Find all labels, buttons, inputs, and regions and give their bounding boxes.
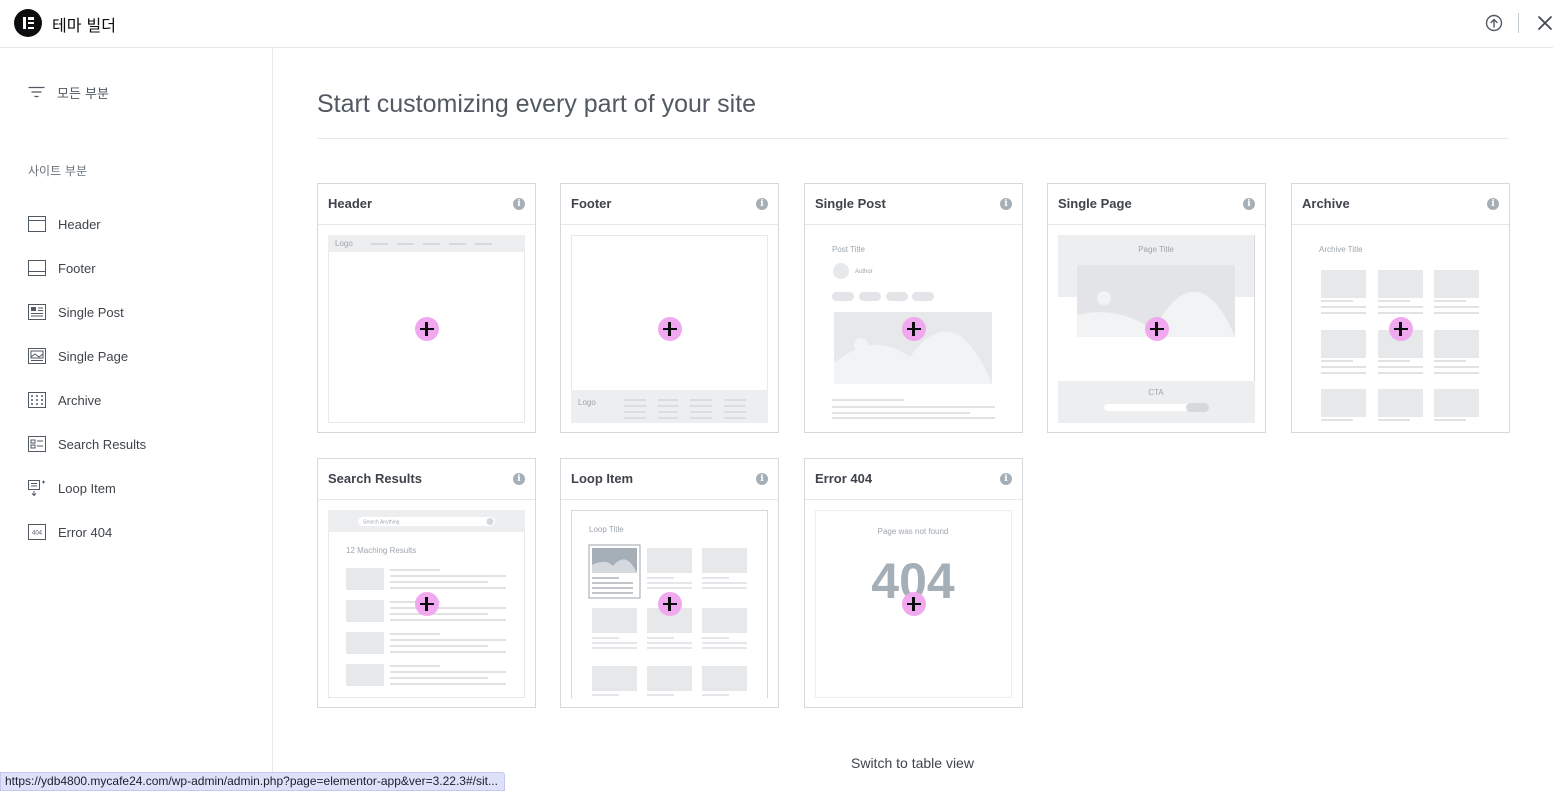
info-icon[interactable]: i (1243, 198, 1255, 210)
search-results-icon (28, 436, 46, 452)
divider (1518, 13, 1519, 33)
thumb-title-text: Archive Title (1319, 245, 1363, 254)
info-icon[interactable]: i (513, 473, 525, 485)
status-bar-url: https://ydb4800.mycafe24.com/wp-admin/ad… (0, 772, 505, 791)
svg-text:404: 404 (32, 531, 43, 537)
card-title: Footer (571, 196, 612, 211)
sidebar-item-label: Single Post (58, 304, 124, 320)
add-template-icon[interactable] (414, 592, 439, 616)
card-error-404[interactable]: Error 404 i Page was not found 404 (804, 458, 1023, 708)
card-single-page[interactable]: Single Page i Page Title CTA (1047, 183, 1266, 433)
sidebar-item-single-post[interactable]: Single Post (28, 302, 124, 322)
card-title: Header (328, 196, 373, 211)
add-template-icon[interactable] (1388, 317, 1413, 341)
add-template-icon[interactable] (901, 317, 926, 341)
sidebar-item-archive[interactable]: Archive (28, 390, 101, 410)
search-results-preview: Search Anything 12 Maching Results (328, 510, 525, 698)
thumb-search-text: Search Anything (363, 520, 400, 526)
thumb-author-text: Author (855, 269, 873, 275)
card-archive[interactable]: Archive i Archive Title (1291, 183, 1510, 433)
all-parts-filter[interactable]: 모든 부분 (28, 82, 109, 102)
thumb-title-text: Loop Title (589, 525, 624, 534)
page-title: Start customizing every part of your sit… (317, 90, 757, 118)
info-icon[interactable]: i (756, 198, 768, 210)
sidebar-item-loop-item[interactable]: Loop Item (28, 478, 116, 498)
all-parts-label: 모든 부분 (57, 86, 109, 102)
thumb-logo-text: Logo (578, 398, 596, 407)
single-page-icon (28, 348, 46, 364)
thumb-title-text: Post Title (832, 245, 865, 254)
card-title: Search Results (328, 471, 422, 486)
footer-icon (28, 260, 46, 276)
card-footer[interactable]: Footer i Logo (560, 183, 779, 433)
switch-to-table-view-link[interactable]: Switch to table view (851, 755, 974, 771)
sidebar-item-label: Footer (58, 260, 96, 276)
single-post-icon (28, 304, 46, 320)
sidebar-item-header[interactable]: Header (28, 214, 101, 234)
sidebar-item-label: Archive (58, 392, 102, 408)
site-parts-heading: 사이트 부분 (28, 164, 88, 178)
sidebar-item-label: Search Results (58, 436, 147, 452)
add-template-icon[interactable] (901, 592, 926, 616)
card-search-results[interactable]: Search Results i Search Anything 12 Mach… (317, 458, 536, 708)
info-icon[interactable]: i (513, 198, 525, 210)
app-title: 테마 빌더 (52, 16, 116, 35)
sidebar-item-search-results[interactable]: Search Results (28, 434, 146, 454)
sidebar: 모든 부분 사이트 부분 Header Footer Single Post S… (0, 48, 273, 791)
info-icon[interactable]: i (756, 473, 768, 485)
error-404-preview: Page was not found 404 (815, 510, 1012, 698)
thumb-results-text: 12 Maching Results (346, 546, 416, 555)
error-404-icon: 404 (28, 524, 46, 540)
archive-icon (28, 392, 46, 408)
card-single-post[interactable]: Single Post i Post Title Author (804, 183, 1023, 433)
card-title: Loop Item (571, 471, 634, 486)
sidebar-item-single-page[interactable]: Single Page (28, 346, 128, 366)
filter-icon (28, 86, 45, 98)
footer-preview: Logo (571, 235, 768, 423)
card-title: Archive (1302, 196, 1350, 211)
add-template-icon[interactable] (657, 317, 682, 341)
sidebar-item-label: Error 404 (58, 524, 113, 540)
thumb-logo-text: Logo (335, 239, 353, 248)
main-content: Start customizing every part of your sit… (273, 48, 1553, 791)
sidebar-item-label: Header (58, 216, 101, 232)
top-bar: 테마 빌더 (0, 0, 1553, 48)
card-title: Single Post (815, 196, 886, 211)
archive-preview: Archive Title (1302, 235, 1499, 423)
card-loop-item[interactable]: Loop Item i Loop Title (560, 458, 779, 708)
close-icon[interactable] (1537, 15, 1553, 31)
info-icon[interactable]: i (1000, 473, 1012, 485)
sidebar-item-footer[interactable]: Footer (28, 258, 96, 278)
header-icon (28, 216, 46, 232)
sidebar-item-label: Single Page (58, 348, 129, 364)
thumb-message-text: Page was not found (878, 527, 949, 536)
add-template-icon[interactable] (1144, 317, 1169, 341)
sidebar-item-label: Loop Item (58, 480, 116, 496)
thumb-cta-text: CTA (1148, 388, 1164, 397)
title-divider (317, 138, 1508, 139)
sidebar-item-error-404[interactable]: 404 Error 404 (28, 522, 112, 542)
card-title: Single Page (1058, 196, 1132, 211)
card-header[interactable]: Header i Logo (317, 183, 536, 433)
header-preview: Logo (328, 235, 525, 423)
single-post-preview: Post Title Author (815, 235, 1012, 423)
help-icon[interactable] (1485, 14, 1503, 32)
info-icon[interactable]: i (1487, 198, 1499, 210)
add-template-icon[interactable] (657, 592, 682, 616)
single-page-preview: Page Title CTA (1058, 235, 1255, 423)
loop-item-preview: Loop Title (571, 510, 768, 698)
add-template-icon[interactable] (414, 317, 439, 341)
card-title: Error 404 (815, 471, 873, 486)
loop-item-icon (28, 480, 45, 496)
info-icon[interactable]: i (1000, 198, 1012, 210)
elementor-logo-icon (14, 9, 42, 37)
thumb-title-text: Page Title (1138, 245, 1174, 254)
